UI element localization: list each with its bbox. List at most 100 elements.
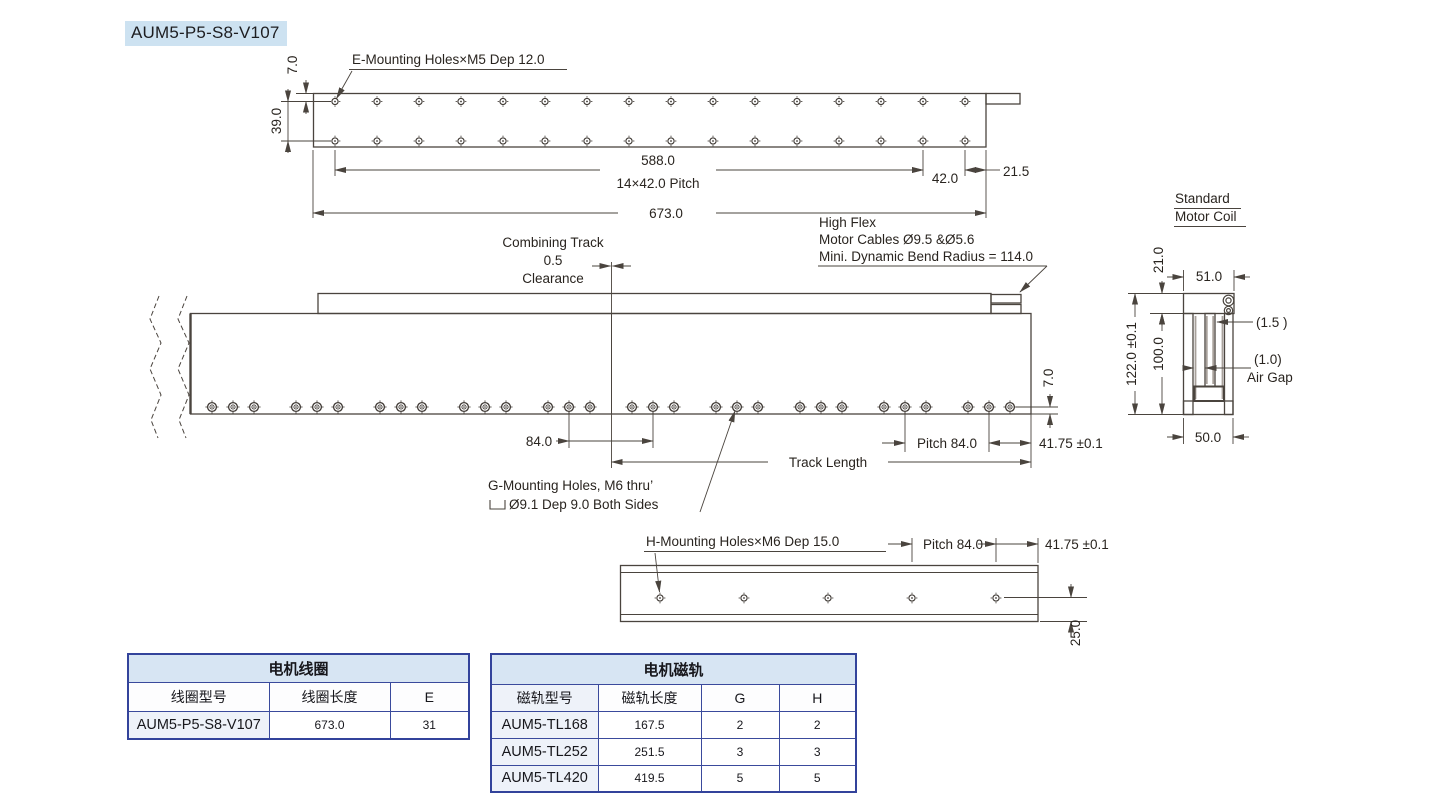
dimension-lines <box>489 262 1058 513</box>
track-g-cell: 5 <box>700 764 780 793</box>
track-g-cell: 2 <box>700 710 780 739</box>
high-flex-label-1: High Flex <box>819 215 876 230</box>
mounting-hole <box>539 135 551 147</box>
mounting-hole <box>561 399 577 415</box>
counterbore-icon <box>489 500 506 510</box>
mounting-hole <box>645 399 661 415</box>
mounting-hole <box>791 135 803 147</box>
dim-41-75-label: 41.75 ±0.1 <box>1039 436 1103 451</box>
mounting-hole <box>729 399 745 415</box>
coil-table-header-length: 线圈长度 <box>268 681 391 712</box>
coil-table-header-row: 线圈型号 线圈长度 E <box>127 681 470 712</box>
dim-100-label: 100.0 <box>1151 337 1166 371</box>
mounting-hole <box>581 95 593 108</box>
coil-model-cell: AUM5-P5-S8-V107 <box>127 710 270 740</box>
mounting-hole <box>834 399 850 415</box>
mounting-hole <box>309 399 325 415</box>
dim-25-label: 25.0 <box>1068 620 1083 646</box>
coil-foot <box>1193 385 1225 402</box>
mounting-hole <box>477 399 493 415</box>
track-length-cell: 419.5 <box>597 764 702 793</box>
dim-122-label: 122.0 ±0.1 <box>1124 322 1139 386</box>
magnet-track-table: 电机磁轨 磁轨型号 磁轨长度 G H AUM5-TL168 167.5 2 2 … <box>490 653 858 793</box>
mounting-hole <box>581 135 593 147</box>
motor-coil-table: 电机线圈 线圈型号 线圈长度 E AUM5-P5-S8-V107 673.0 3… <box>127 653 470 740</box>
mounting-hole <box>960 399 976 415</box>
dim-588-label: 588.0 <box>641 153 675 168</box>
track-table-header-model: 磁轨型号 <box>490 683 599 712</box>
assembly-side-view: Combining Track 0.5 Clearance High Flex … <box>149 215 1103 513</box>
mounting-hole <box>413 95 425 108</box>
track-table-row: AUM5-TL420 419.5 5 5 <box>490 764 857 793</box>
track-table-header-h: H <box>778 683 857 712</box>
mounting-hole <box>539 95 551 108</box>
mounting-hole <box>654 592 666 604</box>
motor-cables-icon <box>1222 294 1235 316</box>
mounting-hole <box>738 592 750 604</box>
dim-21-5-label: 21.5 <box>1003 164 1029 179</box>
mounting-hole <box>959 135 971 147</box>
dim-41-75-bottom-label: 41.75 ±0.1 <box>1045 537 1109 552</box>
mounting-hole <box>1002 399 1018 415</box>
track-table-row: AUM5-TL252 251.5 3 3 <box>490 737 857 766</box>
track-right-wall <box>1223 312 1234 416</box>
track-h-cell: 5 <box>778 764 857 793</box>
mounting-hole <box>540 399 556 415</box>
dim-1-0-label: (1.0) <box>1254 352 1282 367</box>
mounting-hole <box>707 135 719 147</box>
dim-pitch-84-label: Pitch 84.0 <box>917 436 977 451</box>
mounting-hole <box>917 135 929 147</box>
high-flex-label-2: Motor Cables Ø9.5 &Ø5.6 <box>819 232 974 247</box>
track-table-row: AUM5-TL168 167.5 2 2 <box>490 710 857 739</box>
track-model-cell: AUM5-TL252 <box>490 737 599 766</box>
g-mounting-label-2: Ø9.1 Dep 9.0 Both Sides <box>509 497 659 512</box>
mounting-hole <box>582 399 598 415</box>
break-lines <box>149 295 190 439</box>
dim-673-label: 673.0 <box>649 206 683 221</box>
mounting-hole <box>456 399 472 415</box>
mounting-hole <box>623 135 635 147</box>
dim-21-label: 21.0 <box>1151 247 1166 273</box>
mounting-hole <box>876 399 892 415</box>
g-mounting-label-1: G-Mounting Holes, M6 thru’ <box>488 478 653 493</box>
track-table-title: 电机磁轨 <box>490 653 857 685</box>
dim-51-label: 51.0 <box>1196 269 1222 284</box>
mounting-hole <box>623 95 635 108</box>
track-table-header-length: 磁轨长度 <box>597 683 702 712</box>
dim-pitch-14x42-label: 14×42.0 Pitch <box>617 176 700 191</box>
mounting-hole <box>833 135 845 147</box>
mounting-hole <box>897 399 913 415</box>
mounting-hole <box>813 399 829 415</box>
mounting-hole <box>875 135 887 147</box>
track-table-header-row: 磁轨型号 磁轨长度 G H <box>490 683 857 712</box>
coil-top-view: E-Mounting Holes×M5 Dep 12.0 7.0 39.0 58… <box>269 52 1029 221</box>
mounting-hole <box>917 95 929 108</box>
dimension-lines <box>644 538 1087 635</box>
dim-pitch-84-bottom-label: Pitch 84.0 <box>923 537 983 552</box>
cable-block-bottom <box>990 303 1022 315</box>
mounting-hole <box>918 399 934 415</box>
dim-42-label: 42.0 <box>932 171 958 186</box>
mounting-hole <box>749 135 761 147</box>
mounting-hole <box>791 95 803 108</box>
track-table-header-g: G <box>700 683 780 712</box>
cable-block-top <box>990 293 1022 304</box>
coil-table-title: 电机线圈 <box>127 653 470 683</box>
mounting-hole <box>981 399 997 415</box>
mounting-hole <box>875 95 887 108</box>
mounting-hole <box>246 399 262 415</box>
mounting-hole <box>666 399 682 415</box>
mounting-hole <box>792 399 808 415</box>
dim-track-length-label: Track Length <box>789 455 867 470</box>
mounting-hole <box>833 95 845 108</box>
mounting-hole <box>288 399 304 415</box>
mounting-hole <box>497 135 509 147</box>
track-bottom-plate <box>1182 400 1234 416</box>
track-model-cell: AUM5-TL420 <box>490 764 599 793</box>
coil-table-header-model: 线圈型号 <box>127 681 270 712</box>
mounting-hole <box>498 399 514 415</box>
page-title: AUM5-P5-S8-V107 <box>125 21 287 46</box>
h-mounting-label: H-Mounting Holes×M6 Dep 15.0 <box>646 534 839 549</box>
mounting-hole <box>455 135 467 147</box>
cross-section-title-1: Standard <box>1175 191 1230 206</box>
